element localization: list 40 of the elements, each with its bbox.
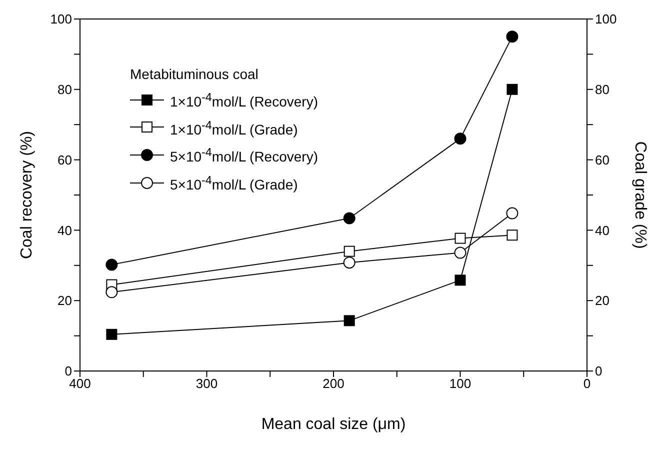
point — [106, 286, 118, 298]
y-tick-label: 80 — [58, 82, 72, 98]
x-tick-label: 200 — [322, 376, 344, 392]
x-axis-title: Mean coal size (μm) — [261, 416, 406, 433]
y-tick-label: 40 — [58, 222, 72, 238]
y-tick-label: 100 — [50, 12, 72, 27]
point — [454, 232, 466, 244]
point — [506, 84, 518, 95]
point — [454, 246, 466, 259]
x-tick-label: 100 — [449, 376, 472, 392]
x-tick-label: 0 — [583, 376, 591, 392]
y2-axis-title: Coal grade (%) — [631, 141, 648, 249]
point — [106, 328, 118, 340]
y-tick-label: 0 — [64, 364, 72, 379]
legend-label: 1×10$^{-4}$mol/L (Recovery) — [170, 90, 318, 112]
point — [106, 258, 118, 271]
y-tick-label: 20 — [58, 293, 72, 308]
y-axis-title: Coal recovery (%) — [18, 130, 36, 260]
legend-label: 1×10$^{-4}$mol/L (Grade) — [170, 118, 298, 140]
x-tick-label: 300 — [196, 376, 218, 392]
point — [506, 230, 518, 241]
point — [454, 132, 466, 145]
point — [506, 30, 518, 43]
y2-tick-label: 60 — [595, 152, 610, 168]
legend-title: Metabituminous coal — [130, 65, 260, 84]
y2-tick-label: 0 — [595, 364, 602, 379]
legend-label: 5×10$^{-4}$mol/L (Recovery) — [170, 145, 318, 167]
point — [344, 246, 355, 257]
point — [343, 212, 356, 224]
y-tick-label: 60 — [58, 152, 72, 168]
point — [344, 315, 355, 326]
x-tick-label: 400 — [69, 376, 91, 392]
y2-tick-label: 40 — [595, 222, 610, 238]
y2-tick-label: 20 — [595, 293, 610, 308]
y2-tick-label: 80 — [595, 82, 610, 98]
y2-tick-label: 100 — [595, 12, 617, 27]
point — [506, 207, 518, 220]
point — [454, 274, 466, 286]
point — [343, 256, 356, 269]
legend-label: 5×10$^{-4}$mol/L (Grade) — [170, 172, 298, 195]
